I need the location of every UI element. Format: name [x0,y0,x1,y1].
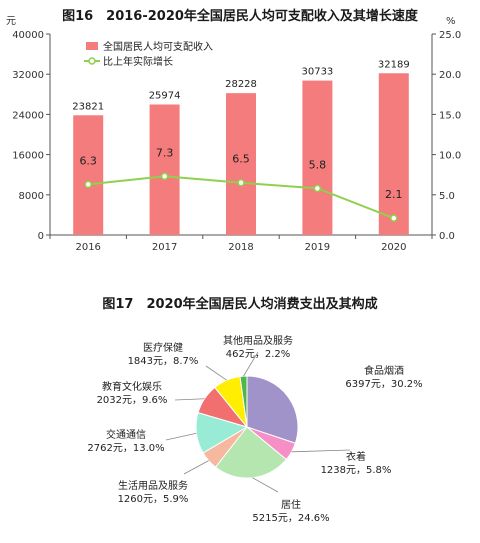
bar-value-label: 25974 [149,90,181,101]
growth-value-label: 7.3 [156,146,174,159]
bar-2017 [149,104,180,235]
y-right-tick-label: 5.0 [439,191,455,202]
x-tick-label: 2017 [152,242,177,253]
y-right-unit: % [446,16,456,27]
pie-label-value: 2762元，13.0% [87,443,164,454]
pie-label-name: 生活用品及服务 [118,479,188,492]
bar-value-label: 23821 [72,101,104,112]
bar-2019 [302,80,333,235]
y-left-unit: 元 [6,16,16,27]
legend-line-label: 比上年实际增长 [103,55,173,68]
bar-value-label: 32189 [378,59,410,70]
pie-label-value: 5215元，24.6% [252,513,329,524]
x-tick-label: 2019 [305,242,330,253]
growth-value-label: 6.3 [79,154,97,167]
y-left-tick-label: 24000 [12,110,44,121]
y-left-tick-label: 40000 [12,30,44,41]
growth-point-2020 [390,214,398,222]
y-left-tick-label: 8000 [19,191,44,202]
y-right-tick-label: 10.0 [439,151,461,162]
pie-leader-line [174,398,205,401]
bar-2020 [378,73,409,235]
legend-bar-label: 全国居民人均可支配收入 [103,40,213,53]
chart2-title: 图17 2020年全国居民人均消费支出及其构成 [102,297,378,312]
x-tick-label: 2016 [75,242,100,253]
growth-value-label: 6.5 [232,153,250,166]
y-right-tick-label: 20.0 [439,70,461,81]
bar-value-label: 30733 [301,67,333,78]
pie-label-value: 2032元，9.6% [97,395,168,406]
pie-label-name: 其他用品及服务 [223,334,293,347]
legend-bar-swatch [86,42,98,50]
y-left-tick-label: 32000 [12,70,44,81]
growth-point-2019 [313,184,322,193]
pie-label-value: 6397元，30.2% [345,379,422,390]
y-right-tick-label: 0.0 [439,231,455,242]
bar-2018 [226,93,256,235]
legend-line-marker [88,57,96,65]
bar-2016 [73,115,104,235]
pie-label-value: 1238元，5.8% [321,465,392,476]
pie-label-value: 462元，2.2% [226,349,291,360]
pie-label-name: 教育文化娱乐 [102,380,162,393]
pie-label-name: 食品烟酒 [364,364,404,377]
pie-leader-line [165,432,197,441]
bar-value-label: 28228 [225,79,257,90]
x-tick-label: 2018 [228,242,253,253]
pie-leader-line [243,351,259,377]
growth-point-2016 [84,180,92,189]
growth-point-2018 [237,178,245,187]
pie-label-name: 交通通信 [106,428,146,441]
y-left-tick-label: 0 [38,231,44,242]
chart1-title: 图16 2016-2020年全国居民人均可支配收入及其增长速度 [62,9,418,24]
pie-leader-line [205,365,227,381]
pie-leader-line [183,460,209,475]
pie-leader-line [252,477,279,493]
pie-label-value: 1260元，5.9% [118,494,189,505]
pie-label-name: 医疗保健 [143,341,183,354]
y-right-tick-label: 15.0 [439,110,461,121]
pie-slice-0 [246,375,299,444]
x-tick-label: 2020 [381,242,406,253]
pie-leader-line [291,449,351,453]
y-left-tick-label: 16000 [12,151,44,162]
y-right-tick-label: 25.0 [439,30,461,41]
pie-label-name: 衣着 [346,450,366,463]
pie-slice-2 [214,426,288,479]
pie-label-value: 1843元，8.7% [128,356,199,367]
growth-value-label: 5.8 [309,158,327,171]
growth-point-2017 [160,172,169,181]
pie-label-name: 居住 [281,498,301,511]
growth-value-label: 2.1 [385,188,403,201]
